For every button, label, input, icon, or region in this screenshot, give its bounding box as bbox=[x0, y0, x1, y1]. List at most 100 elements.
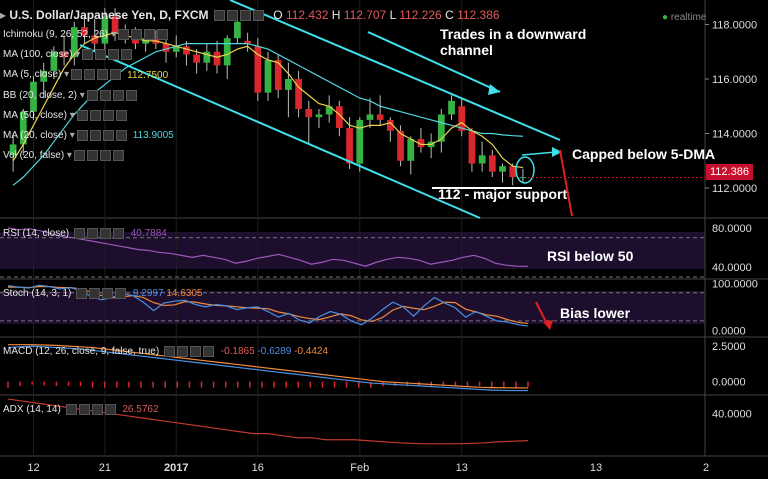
x-tick-label: 12 bbox=[27, 462, 39, 474]
macd-add-icon[interactable] bbox=[189, 346, 201, 357]
add-icon[interactable] bbox=[112, 89, 124, 101]
eye-icon[interactable] bbox=[73, 150, 85, 162]
dropdown-arrow-icon[interactable]: ▾ bbox=[108, 29, 116, 41]
indicator-label: BB (20, close, 2) bbox=[3, 89, 77, 101]
rsi-settings-icon[interactable] bbox=[86, 228, 98, 239]
y-tick-label: 2.5000 bbox=[712, 341, 746, 353]
add-icon[interactable] bbox=[102, 109, 114, 121]
eye-icon[interactable] bbox=[86, 89, 98, 101]
macd-eye-icon[interactable] bbox=[163, 346, 175, 357]
candle-body bbox=[448, 100, 455, 115]
dropdown-arrow-icon[interactable]: ▾ bbox=[72, 49, 81, 61]
indicator-row[interactable]: MA (50, close) ▾ bbox=[3, 109, 127, 121]
dropdown-arrow-icon[interactable]: ▾ bbox=[61, 69, 70, 81]
settings-icon[interactable] bbox=[89, 130, 101, 141]
macd-line-value: -0.6289 bbox=[257, 346, 292, 358]
close-icon[interactable] bbox=[112, 150, 124, 162]
add-icon[interactable] bbox=[99, 150, 111, 162]
eye-icon[interactable] bbox=[76, 109, 88, 121]
indicator-row[interactable]: MA (20, close) ▾ 113.9005 bbox=[3, 130, 174, 141]
eye-icon[interactable] bbox=[71, 69, 83, 81]
y-tick-label: 114.0000 bbox=[712, 129, 757, 141]
candle-body bbox=[19, 111, 27, 145]
channel-arrow-line bbox=[367, 31, 501, 93]
add-icon[interactable] bbox=[239, 10, 251, 22]
adx-settings-icon[interactable] bbox=[78, 404, 90, 415]
candle bbox=[448, 95, 455, 120]
dropdown-arrow-icon[interactable]: ▾ bbox=[64, 150, 72, 162]
settings-icon[interactable] bbox=[86, 150, 98, 162]
indicator-row[interactable]: Vol (20, false) ▾ bbox=[3, 150, 124, 161]
annotation-support: 112 - major support bbox=[438, 186, 568, 202]
candle bbox=[60, 35, 68, 66]
add-icon[interactable] bbox=[102, 130, 114, 141]
rsi-eye-icon[interactable] bbox=[73, 228, 85, 239]
candle-body bbox=[295, 79, 302, 109]
candle bbox=[315, 109, 323, 129]
stoch-settings-icon[interactable] bbox=[89, 288, 101, 299]
settings-icon[interactable] bbox=[89, 109, 101, 121]
settings-icon[interactable] bbox=[99, 89, 111, 101]
close-icon[interactable] bbox=[121, 49, 133, 61]
dropdown-arrow-icon[interactable]: ▾ bbox=[76, 89, 85, 101]
stoch-close-icon[interactable] bbox=[115, 288, 127, 299]
candle bbox=[274, 54, 282, 99]
x-tick-label: 2 bbox=[703, 462, 709, 474]
close-icon[interactable] bbox=[110, 69, 122, 81]
annotation-bias: Bias lower bbox=[560, 305, 631, 321]
dropdown-arrow-icon[interactable]: ▾ bbox=[66, 130, 75, 142]
indicator-row[interactable]: BB (20, close, 2) ▾ bbox=[3, 89, 137, 101]
adx-add-icon[interactable] bbox=[91, 404, 103, 415]
close-icon[interactable] bbox=[115, 109, 127, 121]
settings-icon[interactable] bbox=[130, 29, 142, 40]
candle-body bbox=[30, 81, 37, 112]
y-tick-label: 100.0000 bbox=[712, 278, 758, 290]
candle-body bbox=[40, 70, 48, 82]
close-icon[interactable] bbox=[125, 89, 137, 101]
add-icon[interactable] bbox=[108, 49, 120, 61]
indicator-row[interactable]: Ichimoku (9, 26, 52, 26) ▾ bbox=[3, 29, 168, 40]
candle-body bbox=[336, 106, 343, 129]
adx-close-icon[interactable] bbox=[104, 404, 116, 415]
candle bbox=[417, 128, 425, 153]
add-icon[interactable] bbox=[143, 29, 155, 40]
y-tick-label: 40.0000 bbox=[712, 262, 752, 274]
ohlc-h: 112.707 bbox=[343, 8, 387, 22]
indicator-label: Vol (20, false) bbox=[3, 150, 65, 162]
settings-icon[interactable] bbox=[95, 49, 107, 61]
stoch-eye-icon[interactable] bbox=[76, 288, 88, 299]
candle bbox=[478, 141, 486, 172]
eye-icon[interactable] bbox=[117, 29, 129, 40]
add-icon[interactable] bbox=[97, 69, 109, 81]
settings-icon[interactable] bbox=[226, 10, 238, 22]
macd-signal-value: -0.4424 bbox=[294, 346, 329, 358]
candle-body bbox=[50, 51, 58, 71]
close-icon[interactable] bbox=[115, 130, 127, 141]
candle bbox=[305, 100, 313, 145]
adx-eye-icon[interactable] bbox=[65, 404, 77, 415]
eye-icon[interactable] bbox=[213, 10, 225, 22]
indicator-row[interactable]: MA (5, close) ▾ 112.7500 bbox=[3, 69, 168, 81]
y-tick-label: 118.0000 bbox=[712, 20, 757, 32]
stoch-add-icon[interactable] bbox=[102, 288, 114, 299]
adx-legend: ADX (14, 14) 26.5762 bbox=[3, 404, 159, 415]
close-icon[interactable] bbox=[252, 10, 264, 22]
settings-icon[interactable] bbox=[84, 69, 96, 81]
macd-settings-icon[interactable] bbox=[176, 346, 188, 357]
rsi-close-icon[interactable] bbox=[112, 228, 124, 239]
y-tick-label: 40.0000 bbox=[712, 408, 752, 420]
indicator-row[interactable]: MA (100, close) ▾ bbox=[3, 49, 133, 61]
menu-arrow-icon[interactable]: ▸ bbox=[0, 8, 7, 22]
macd-close-icon[interactable] bbox=[202, 346, 214, 357]
candle-body bbox=[264, 59, 272, 93]
eye-icon[interactable] bbox=[82, 49, 94, 61]
dropdown-arrow-icon[interactable]: ▾ bbox=[66, 109, 75, 121]
x-tick-label: Feb bbox=[350, 462, 369, 474]
candle bbox=[499, 163, 506, 183]
rsi-add-icon[interactable] bbox=[99, 228, 111, 239]
close-icon[interactable] bbox=[156, 29, 168, 40]
candle bbox=[81, 16, 88, 44]
macd-line bbox=[7, 345, 529, 392]
eye-icon[interactable] bbox=[76, 130, 88, 141]
candle-body bbox=[417, 138, 425, 148]
